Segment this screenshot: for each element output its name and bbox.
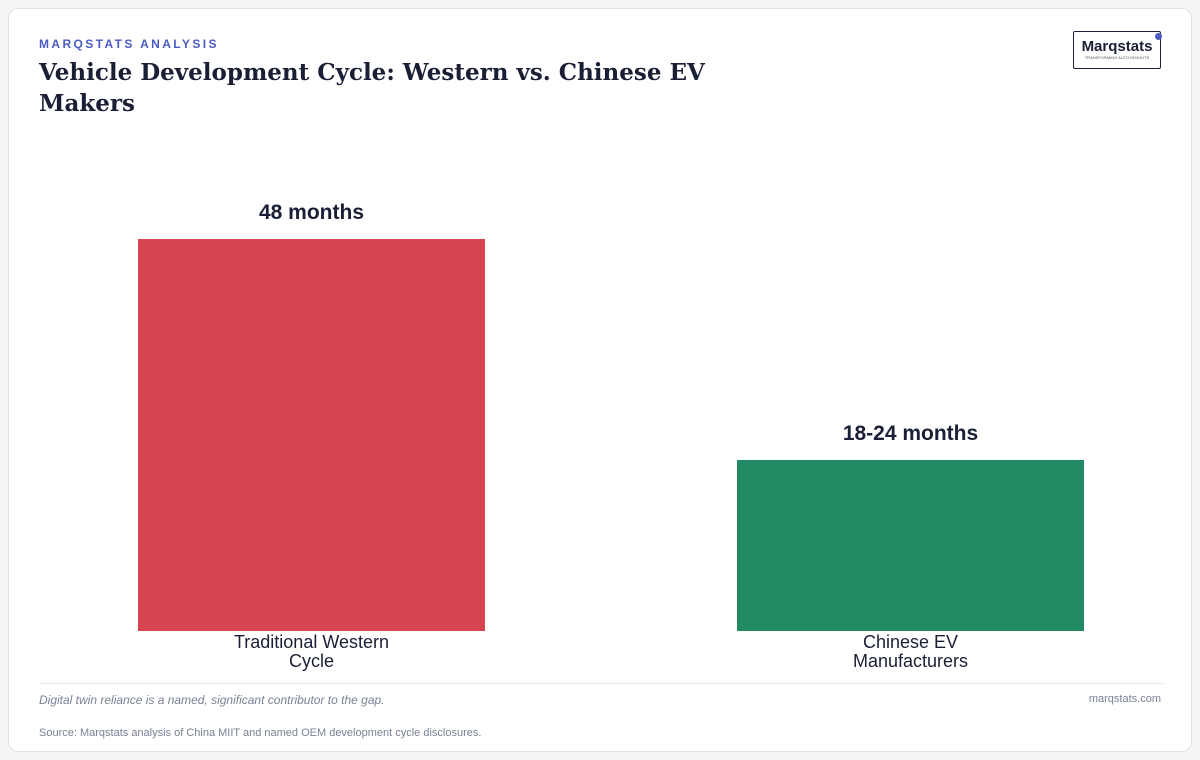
logo-tagline: TRANSFORMING AUTO INSIGHTS [1084,55,1150,60]
chart-title: Vehicle Development Cycle: Western vs. C… [39,59,705,117]
kicker: MARQSTATS ANALYSIS [39,37,219,51]
bar [737,459,1084,631]
value-label: 18-24 months [842,421,979,445]
logo: Marqstats TRANSFORMING AUTO INSIGHTS [1073,31,1161,69]
site: marqstats.com [1088,693,1161,705]
divider [39,683,1163,684]
card: MARQSTATS ANALYSIS Vehicle Development C… [8,8,1192,752]
source: Source: Marqstats analysis of China MIIT… [39,727,482,739]
x-tick-label: Traditional Western Cycle [233,632,390,671]
plot: 48 months Traditional Western Cycle 18-24 … [9,9,1191,751]
logo-name: Marqstats [1081,38,1153,55]
bar [138,239,485,631]
footnote: Digital twin reliance is a named, signif… [39,693,385,707]
x-tick-label: Chinese EV Manufacturers [852,632,969,671]
value-label: 48 months [258,201,365,224]
logo-dot [1155,33,1162,40]
